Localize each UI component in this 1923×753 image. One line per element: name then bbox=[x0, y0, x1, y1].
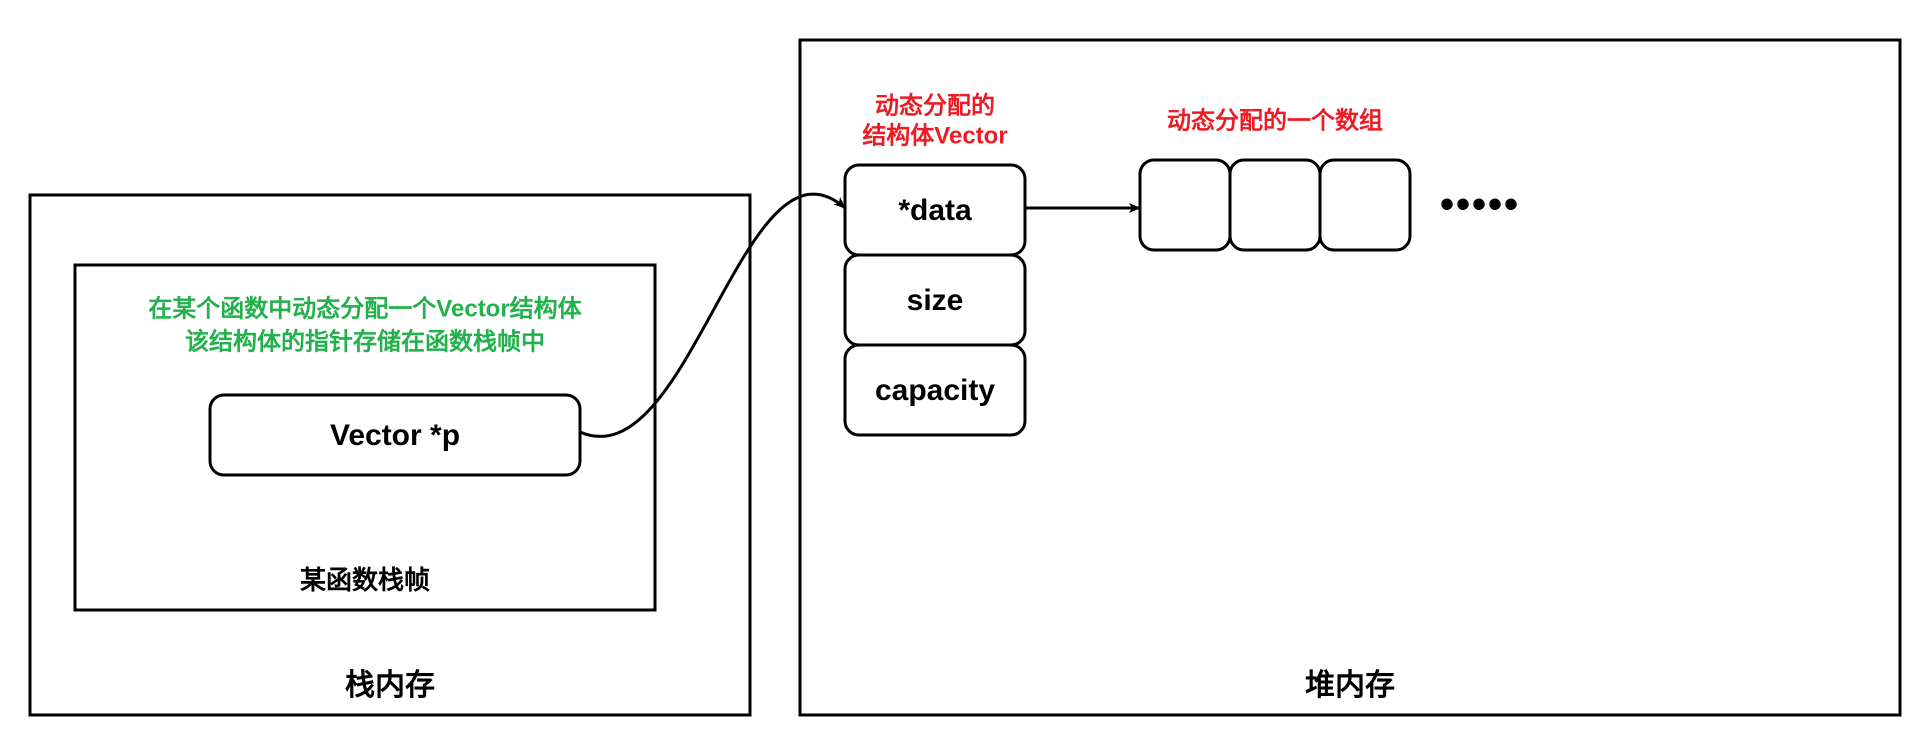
array-caption: 动态分配的一个数组 bbox=[1167, 106, 1383, 134]
struct-field-label: size bbox=[907, 284, 964, 317]
stack-outer-box bbox=[30, 195, 750, 715]
heap-title: 堆内存 bbox=[1305, 669, 1395, 702]
struct-caption-line2: 结构体Vector bbox=[862, 121, 1007, 149]
struct-caption-line1: 动态分配的 bbox=[875, 91, 995, 119]
ellipsis: ••••• bbox=[1440, 183, 1520, 227]
struct-field-label: *data bbox=[898, 194, 972, 227]
stack-frame-caption: 某函数栈帧 bbox=[300, 565, 430, 595]
stack-caption-line2: 该结构体的指针存储在函数栈帧中 bbox=[185, 327, 545, 355]
stack-title: 栈内存 bbox=[345, 669, 435, 702]
stack-caption-line1: 在某个函数中动态分配一个Vector结构体 bbox=[148, 294, 582, 322]
array-cell bbox=[1230, 160, 1320, 250]
array-cell bbox=[1140, 160, 1230, 250]
pointer-label: Vector *p bbox=[330, 419, 460, 452]
array-cell bbox=[1320, 160, 1410, 250]
arrow-p-to-struct bbox=[580, 194, 845, 436]
struct-field-label: capacity bbox=[875, 374, 995, 407]
